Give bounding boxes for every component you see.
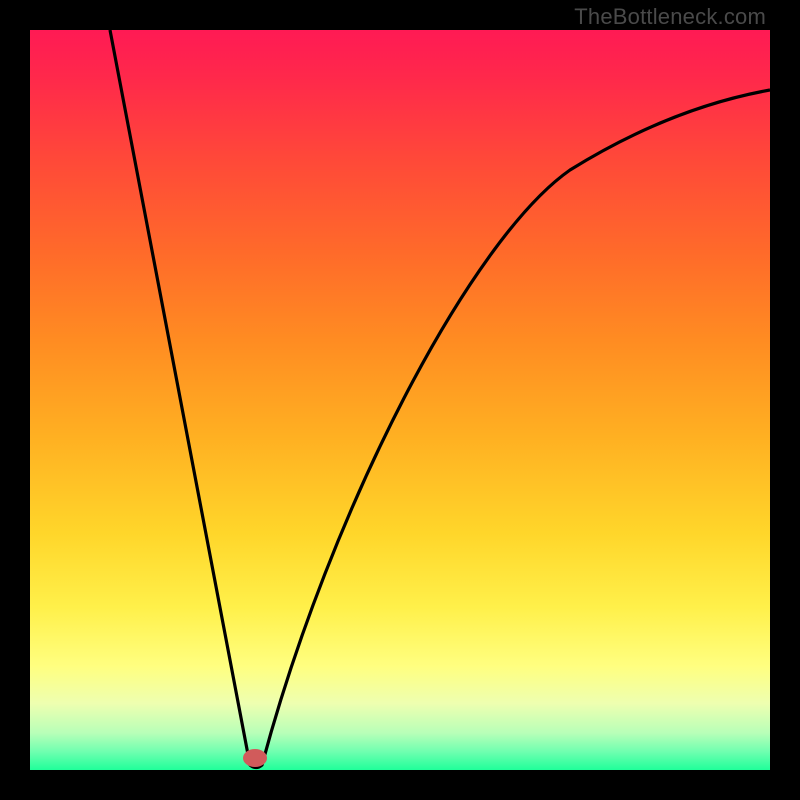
watermark-text: TheBottleneck.com: [574, 4, 766, 30]
gradient-background: [30, 30, 770, 770]
plot-svg: [0, 0, 800, 800]
optimal-marker: [243, 749, 267, 767]
chart-frame: TheBottleneck.com: [0, 0, 800, 800]
